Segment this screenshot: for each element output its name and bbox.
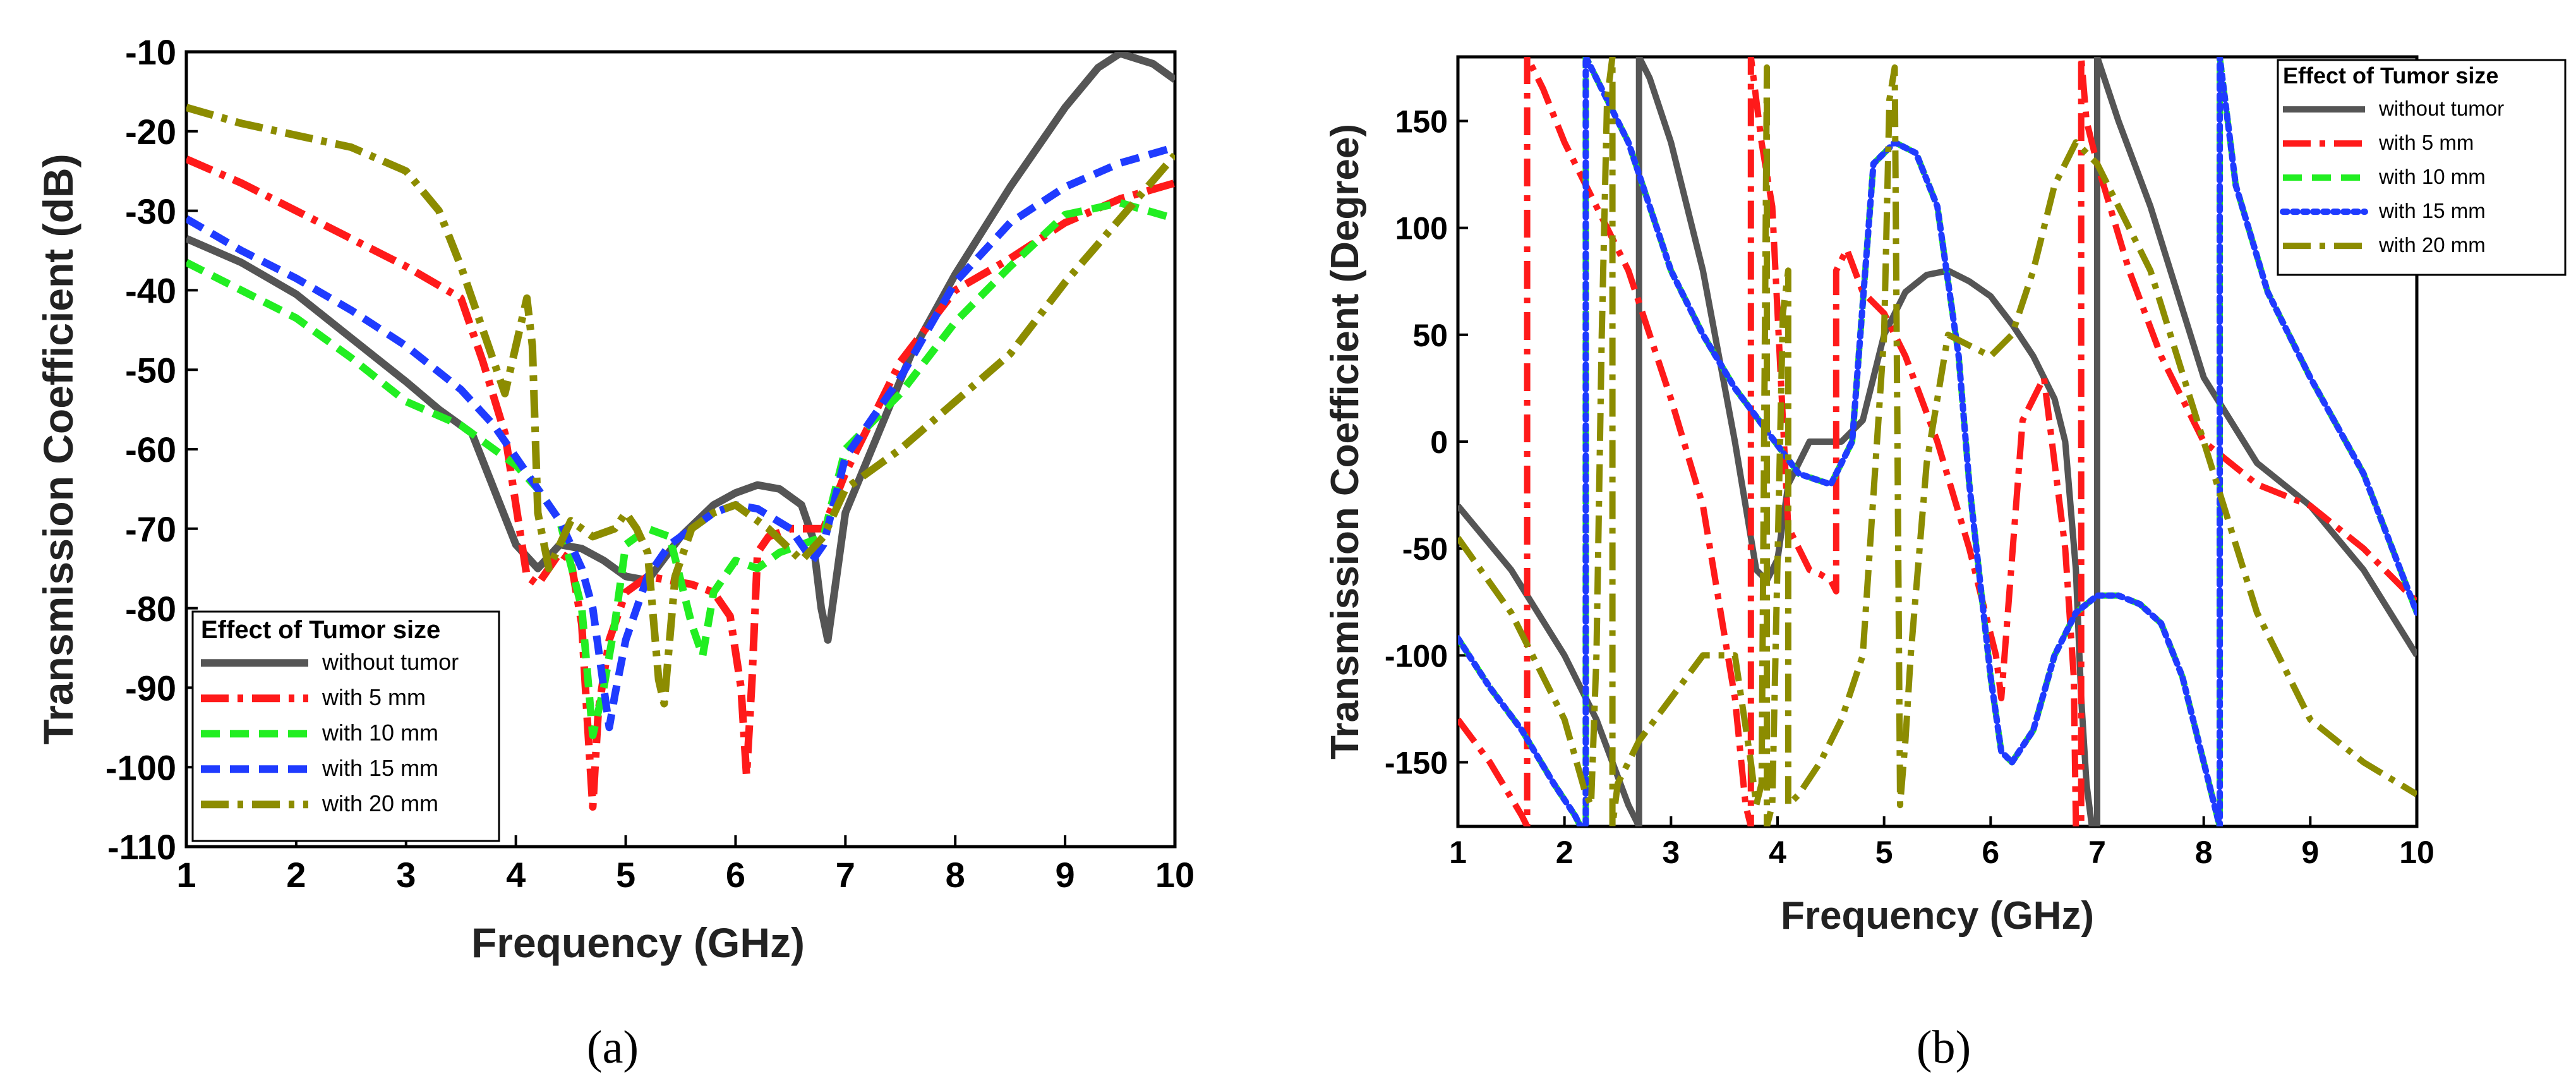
y-axis-title-b: Transmission Coefficient (Degree) [1323, 124, 1367, 759]
x-tick-label: 8 [946, 855, 965, 895]
series-group-b [1458, 57, 2417, 826]
series-line-with-20-mm [186, 104, 1175, 708]
y-tick-label: -80 [125, 589, 176, 629]
panel-caption-a: (a) [587, 1022, 639, 1073]
series-line-without-tumor [1458, 57, 2417, 826]
x-tick-label: 6 [726, 855, 745, 895]
x-tick-label: 9 [1056, 855, 1075, 895]
x-tick-label: 7 [2088, 835, 2106, 870]
chart-panel-b: 1 2 3 4 5 6 7 8 9 10 150 100 50 0 -50 -100 -150 Frequenc… [1323, 55, 2567, 1073]
legend-title-b: Effect of Tumor size [2283, 63, 2498, 88]
series-line-with-5-mm [1458, 57, 2417, 826]
legend-label: with 15 mm [2378, 199, 2486, 222]
legend-title-a: Effect of Tumor size [201, 616, 440, 644]
x-tick-label: 2 [1556, 835, 1574, 870]
x-tick-label: 5 [616, 855, 635, 895]
x-axis-title-b: Frequency (GHz) [1781, 894, 2094, 938]
legend-label: without tumor [2378, 97, 2504, 120]
legend-label: with 20 mm [2378, 233, 2486, 257]
y-tick-label: 50 [1412, 318, 1448, 353]
x-tick-label: 10 [1155, 855, 1195, 895]
x-tick-label: 6 [1982, 835, 1999, 870]
x-tick-label: 2 [286, 855, 306, 895]
x-tick-label: 1 [176, 855, 196, 895]
legend-label: with 20 mm [322, 790, 438, 816]
x-axis-title-a: Frequency (GHz) [471, 919, 805, 966]
legend-label: with 5 mm [322, 684, 426, 710]
x-tick-label: 10 [2399, 835, 2435, 870]
legend-label: with 10 mm [322, 720, 438, 746]
legend-label: with 10 mm [2378, 165, 2486, 188]
x-tick-label: 3 [396, 855, 416, 895]
y-tick-label: -110 [107, 827, 176, 867]
series-line-with-10-mm [186, 199, 1175, 739]
y-tick-label: -100 [105, 747, 176, 787]
legend-a: Effect of Tumor size without tumor with 5… [191, 610, 500, 842]
x-tick-label: 8 [2195, 835, 2213, 870]
y-tick-label: 0 [1430, 425, 1448, 460]
y-tick-label: -150 [1385, 746, 1448, 781]
legend-label: without tumor [322, 649, 459, 675]
x-tick-label: 3 [1662, 835, 1680, 870]
chart-panel-a: 1 2 3 4 5 6 7 8 9 10 -10 -20 -30 -40 -50 -60 -70 -80 -90 -1… [35, 32, 1195, 1073]
x-tick-label: 7 [836, 855, 855, 895]
y-tick-label: -40 [125, 271, 176, 311]
series-line-with-15-mm [1458, 57, 2417, 826]
x-tick-label: 4 [506, 855, 526, 895]
x-tick-label: 4 [1769, 835, 1786, 870]
y-tick-label: -70 [125, 509, 176, 549]
series-line-with-15-mm [186, 143, 1175, 732]
y-tick-label: 150 [1395, 104, 1448, 140]
legend-label: with 15 mm [322, 755, 438, 781]
x-tick-label: 5 [1875, 835, 1893, 870]
legend-b: Effect of Tumor size without tumor with 5… [2277, 59, 2567, 276]
series-group-a [186, 52, 1175, 811]
y-tick-label: -50 [1402, 531, 1448, 567]
series-line-with-5-mm [186, 155, 1175, 811]
legend-frame-a [191, 610, 500, 842]
x-tick-label: 9 [2301, 835, 2319, 870]
y-tick-label: -60 [125, 430, 176, 469]
y-tick-label: -10 [125, 32, 176, 72]
y-tick-label: -90 [125, 668, 176, 708]
y-tick-label: -50 [125, 350, 176, 390]
tick-labels-a: 1 2 3 4 5 6 7 8 9 10 -10 -20 -30 -40 -50 -60 -70 -80 -90 -1… [105, 32, 1195, 895]
legend-frame-b [2277, 59, 2567, 276]
x-tick-label: 1 [1449, 835, 1467, 870]
panel-caption-b: (b) [1917, 1022, 1971, 1073]
tick-labels-b: 1 2 3 4 5 6 7 8 9 10 150 100 50 0 -50 -100 -150 [1385, 104, 2435, 871]
y-axis-title-a: Transmission Coefficient (dB) [35, 154, 81, 744]
y-tick-label: -100 [1385, 638, 1448, 674]
y-tick-label: 100 [1395, 211, 1448, 246]
y-tick-label: -30 [125, 191, 176, 231]
legend-label: with 5 mm [2378, 131, 2474, 154]
y-tick-label: -20 [125, 112, 176, 152]
